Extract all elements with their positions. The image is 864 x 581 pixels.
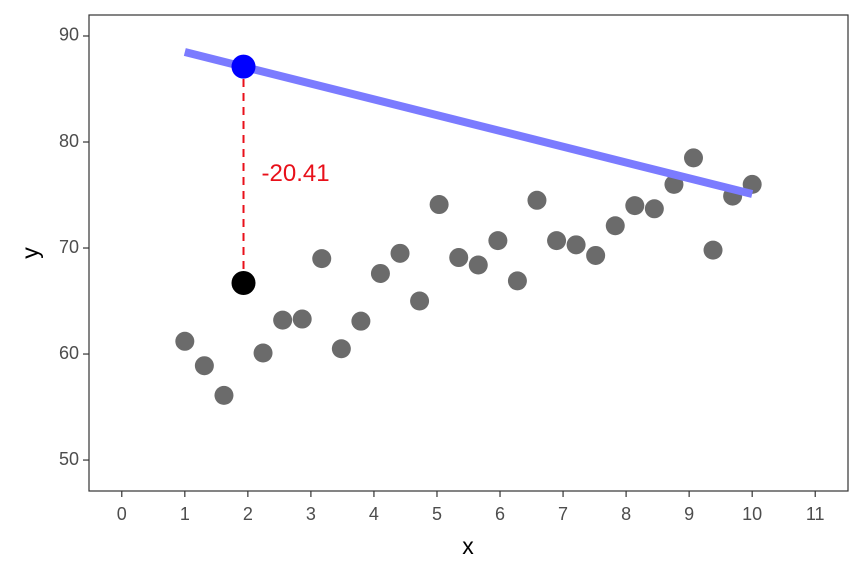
y-tick-label: 70 <box>59 237 79 257</box>
point <box>410 291 430 311</box>
x-tick-label: 9 <box>684 504 694 524</box>
point <box>683 148 703 168</box>
x-tick-label: 5 <box>432 504 442 524</box>
x-tick-label: 8 <box>621 504 631 524</box>
x-tick-label: 0 <box>117 504 127 524</box>
fitted-point <box>231 54 256 79</box>
point <box>253 343 273 363</box>
point <box>194 356 214 376</box>
y-tick-label: 60 <box>59 343 79 363</box>
point <box>351 311 371 331</box>
x-tick-label: 4 <box>369 504 379 524</box>
point <box>488 231 508 251</box>
point <box>370 263 390 283</box>
x-tick-label: 7 <box>558 504 568 524</box>
point <box>429 195 449 215</box>
x-tick-label: 11 <box>806 504 825 524</box>
point <box>527 190 547 210</box>
point <box>468 255 488 275</box>
y-tick-label: 80 <box>59 131 79 151</box>
x-axis-title: x <box>462 533 474 559</box>
fit-line <box>183 48 754 198</box>
point <box>312 249 332 269</box>
point <box>390 243 410 263</box>
point <box>273 310 293 330</box>
point <box>449 248 469 268</box>
observed-point <box>231 271 256 296</box>
point <box>214 385 234 405</box>
point <box>586 245 606 265</box>
point <box>292 309 312 329</box>
x-tick-label: 1 <box>180 504 190 524</box>
point <box>175 331 195 351</box>
x-tick-label: 2 <box>243 504 253 524</box>
residual-label: -20.41 <box>262 160 330 187</box>
point <box>703 240 723 260</box>
x-tick-label: 3 <box>306 504 316 524</box>
point <box>605 216 625 236</box>
point <box>644 199 664 219</box>
point <box>547 231 567 251</box>
point <box>331 339 351 359</box>
point <box>507 271 527 291</box>
y-tick-label: 50 <box>59 449 79 469</box>
panel <box>88 14 849 492</box>
x-tick-label: 6 <box>495 504 505 524</box>
x-tick-label: 10 <box>742 504 762 524</box>
y-tick-label: 90 <box>59 25 79 45</box>
y-axis-title: y <box>17 247 43 259</box>
point <box>566 235 586 255</box>
point <box>625 196 645 216</box>
